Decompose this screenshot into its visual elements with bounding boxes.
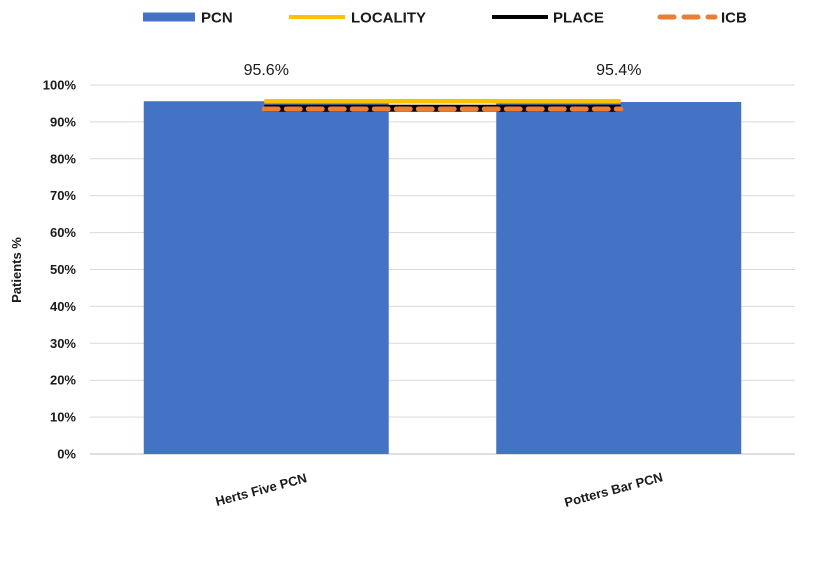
- legend-label-place: PLACE: [553, 10, 604, 27]
- y-tick-label: 40%: [50, 299, 76, 314]
- legend: PCN LOCALITY PLACE ICB: [143, 10, 747, 27]
- y-tick-label: 10%: [50, 410, 76, 425]
- bars: [143, 101, 742, 455]
- category-label-herts-five-pcn: Herts Five PCN: [214, 470, 309, 509]
- data-label-herts-five-pcn: 95.6%: [244, 62, 289, 79]
- y-axis-label: Patients %: [9, 237, 24, 303]
- legend-label-pcn: PCN: [201, 10, 233, 27]
- y-tick-label: 90%: [50, 114, 76, 129]
- y-tick-label: 60%: [50, 225, 76, 240]
- bar-herts-five-pcn: [143, 101, 389, 455]
- category-labels: Herts Five PCN Potters Bar PCN: [214, 469, 665, 510]
- category-label-potters-bar-pcn: Potters Bar PCN: [563, 469, 665, 510]
- y-tick-label: 80%: [50, 151, 76, 166]
- y-tick-label: 100%: [43, 78, 77, 93]
- y-tick-label: 50%: [50, 262, 76, 277]
- reference-lines: [261, 98, 624, 112]
- y-tick-label: 70%: [50, 188, 76, 203]
- data-label-potters-bar-pcn: 95.4%: [596, 62, 641, 79]
- data-labels: 95.6% 95.4%: [244, 62, 642, 79]
- y-tick-label: 0%: [57, 447, 76, 462]
- y-axis-ticks: 0% 10% 20% 30% 40% 50% 60% 70% 80% 90% 100%: [43, 78, 77, 462]
- y-tick-label: 20%: [50, 373, 76, 388]
- legend-label-locality: LOCALITY: [351, 10, 426, 27]
- legend-label-icb: ICB: [721, 10, 747, 27]
- bar-potters-bar-pcn: [496, 101, 742, 454]
- y-tick-label: 30%: [50, 336, 76, 351]
